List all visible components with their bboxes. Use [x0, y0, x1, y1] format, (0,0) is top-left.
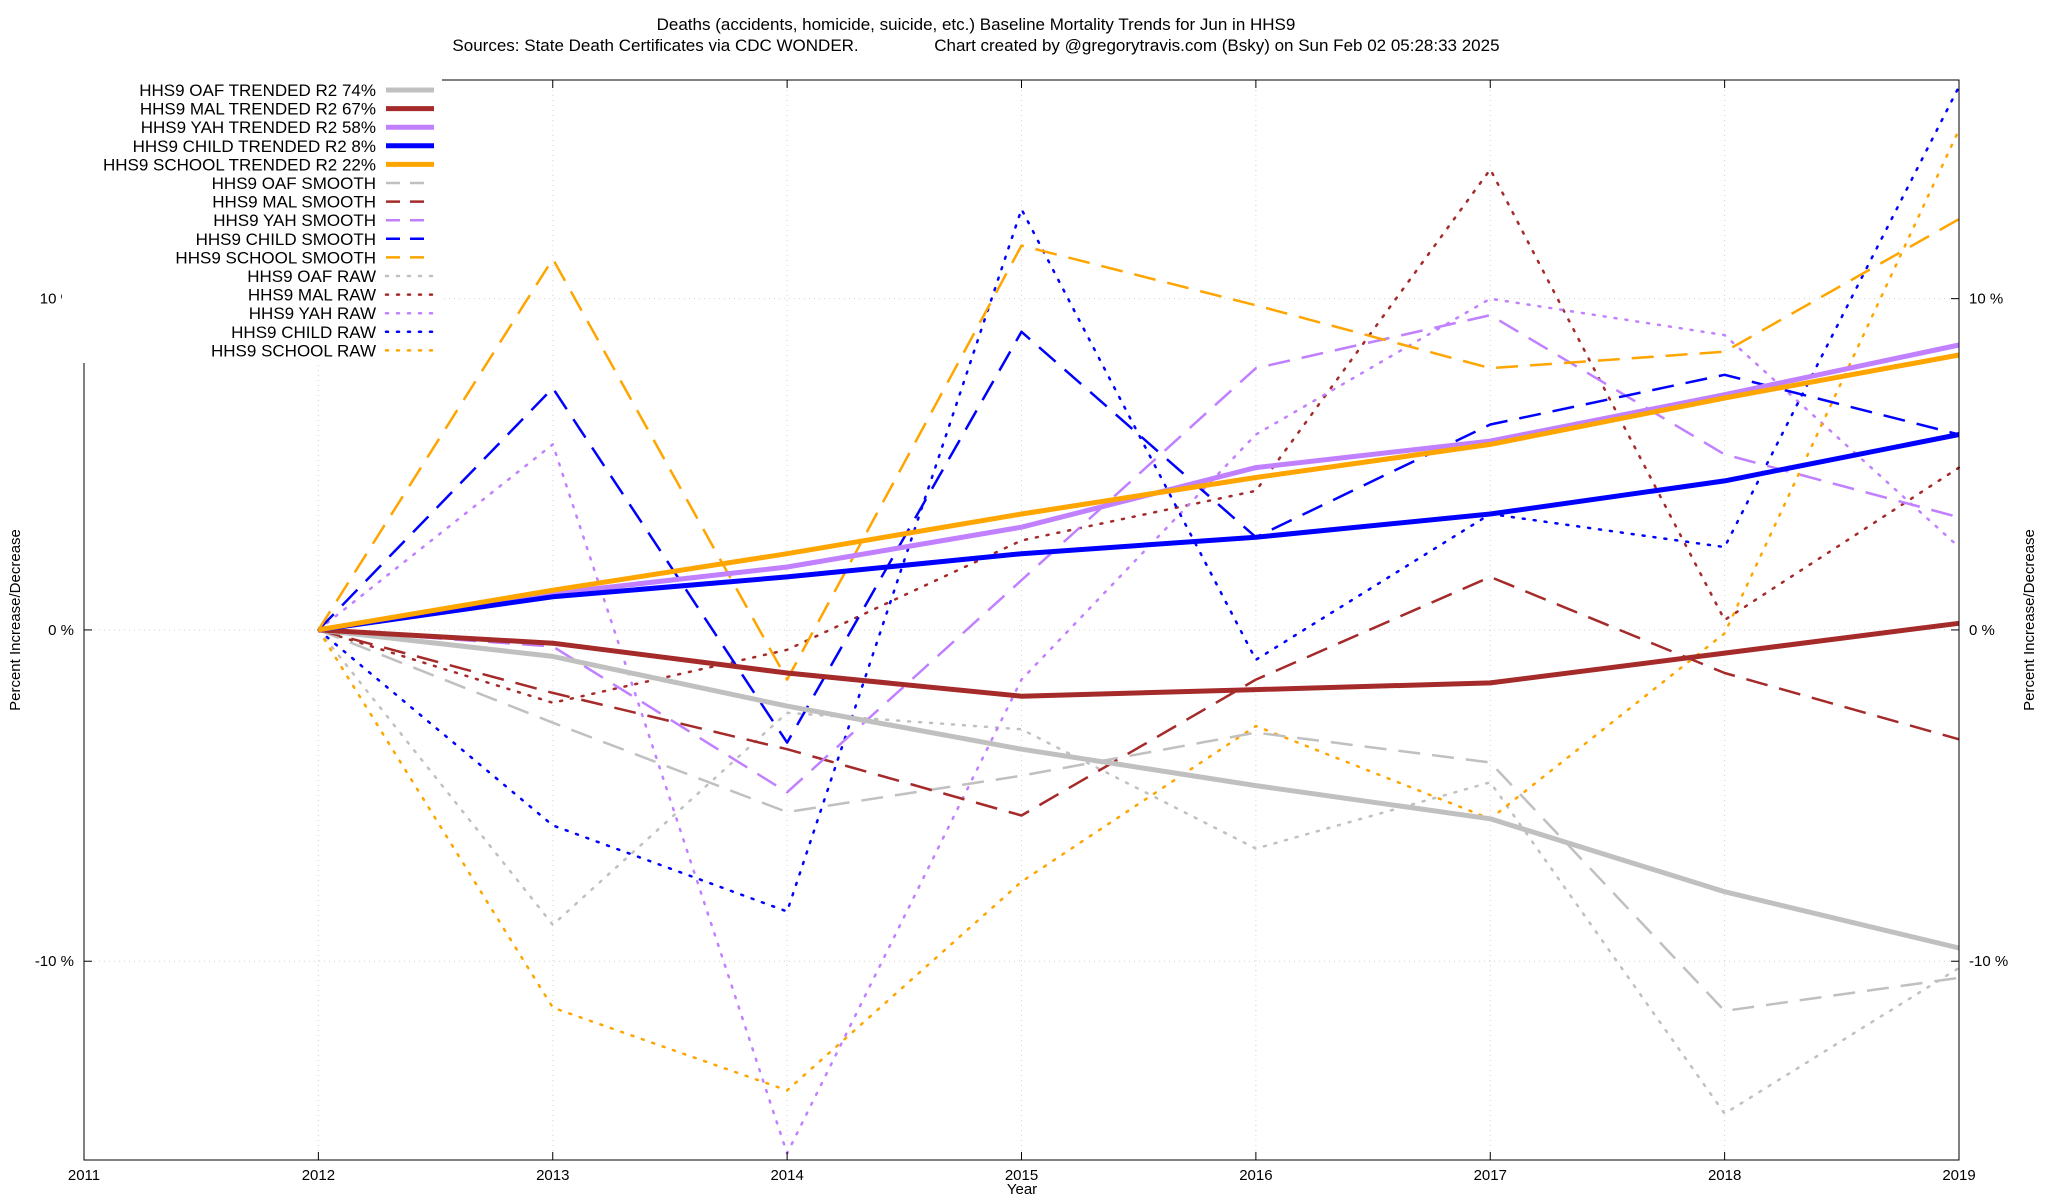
series-line-8 — [317, 330, 1960, 744]
axis-ticks: 2011 2012 2013 2014 2015 2016 2017 2018 2019 10 %… — [35, 80, 2008, 1184]
series-line-13 — [317, 85, 1961, 913]
legend-background — [62, 78, 442, 363]
legend-label: HHS9 SCHOOL RAW — [211, 341, 376, 360]
x-tick-label: 2012 — [302, 1167, 335, 1184]
legend-label: HHS9 OAF TRENDED R2 74% — [139, 81, 376, 100]
series-line-3 — [318, 432, 1960, 633]
legend-label: HHS9 OAF SMOOTH — [212, 174, 376, 193]
x-tick-label: 2014 — [770, 1167, 803, 1184]
legend-label: HHS9 CHILD SMOOTH — [196, 230, 376, 249]
series-line-1 — [318, 620, 1960, 699]
x-tick-label: 2015 — [1005, 1167, 1038, 1184]
x-tick-label: 2017 — [1474, 1167, 1507, 1184]
y-tick-label: 0 % — [48, 622, 74, 639]
legend-label: HHS9 YAH SMOOTH — [213, 211, 376, 230]
legend-label: HHS9 SCHOOL TRENDED R2 22% — [103, 155, 376, 174]
x-tick-label: 2019 — [1942, 1167, 1975, 1184]
y2-tick-label: 10 % — [1969, 291, 2003, 308]
x-tick-label: 2016 — [1239, 1167, 1272, 1184]
y-tick-label: -10 % — [35, 953, 74, 970]
series-line-0 — [318, 627, 1960, 951]
x-axis-label: Year — [1007, 1181, 1037, 1198]
chart-subtitle: Sources: State Death Certificates via CD… — [452, 36, 1499, 55]
x-tick-label: 2018 — [1708, 1167, 1741, 1184]
series-line-10 — [317, 628, 1961, 1115]
legend-label: HHS9 MAL SMOOTH — [212, 193, 376, 212]
y-axis-label: Percent Increase/Decrease — [7, 529, 24, 711]
series-layer — [317, 85, 1961, 1155]
legend: HHS9 OAF TRENDED R2 74%HHS9 MAL TRENDED … — [62, 78, 442, 363]
legend-label: HHS9 OAF RAW — [247, 267, 376, 286]
y2-tick-label: -10 % — [1969, 953, 2008, 970]
x-tick-label: 2011 — [68, 1167, 100, 1184]
x-tick-label: 2013 — [536, 1167, 569, 1184]
legend-label: HHS9 YAH TRENDED R2 58% — [141, 118, 376, 137]
legend-label: HHS9 MAL RAW — [248, 286, 376, 305]
legend-label: HHS9 CHILD TRENDED R2 8% — [133, 137, 376, 156]
legend-label: HHS9 SCHOOL SMOOTH — [175, 248, 376, 267]
series-line-9 — [317, 218, 1960, 681]
chart-title: Deaths (accidents, homicide, suicide, et… — [657, 15, 1296, 34]
legend-label: HHS9 MAL TRENDED R2 67% — [140, 100, 376, 119]
series-line-5 — [317, 628, 1960, 1013]
series-line-14 — [317, 128, 1961, 1092]
y2-tick-label: 0 % — [1969, 622, 1995, 639]
legend-label: HHS9 CHILD RAW — [231, 323, 376, 342]
series-line-4 — [317, 352, 1960, 633]
legend-label: HHS9 YAH RAW — [249, 304, 376, 323]
y2-axis-label: Percent Increase/Decrease — [2021, 529, 2038, 711]
series-line-7 — [318, 313, 1960, 794]
series-line-11 — [317, 168, 1961, 705]
